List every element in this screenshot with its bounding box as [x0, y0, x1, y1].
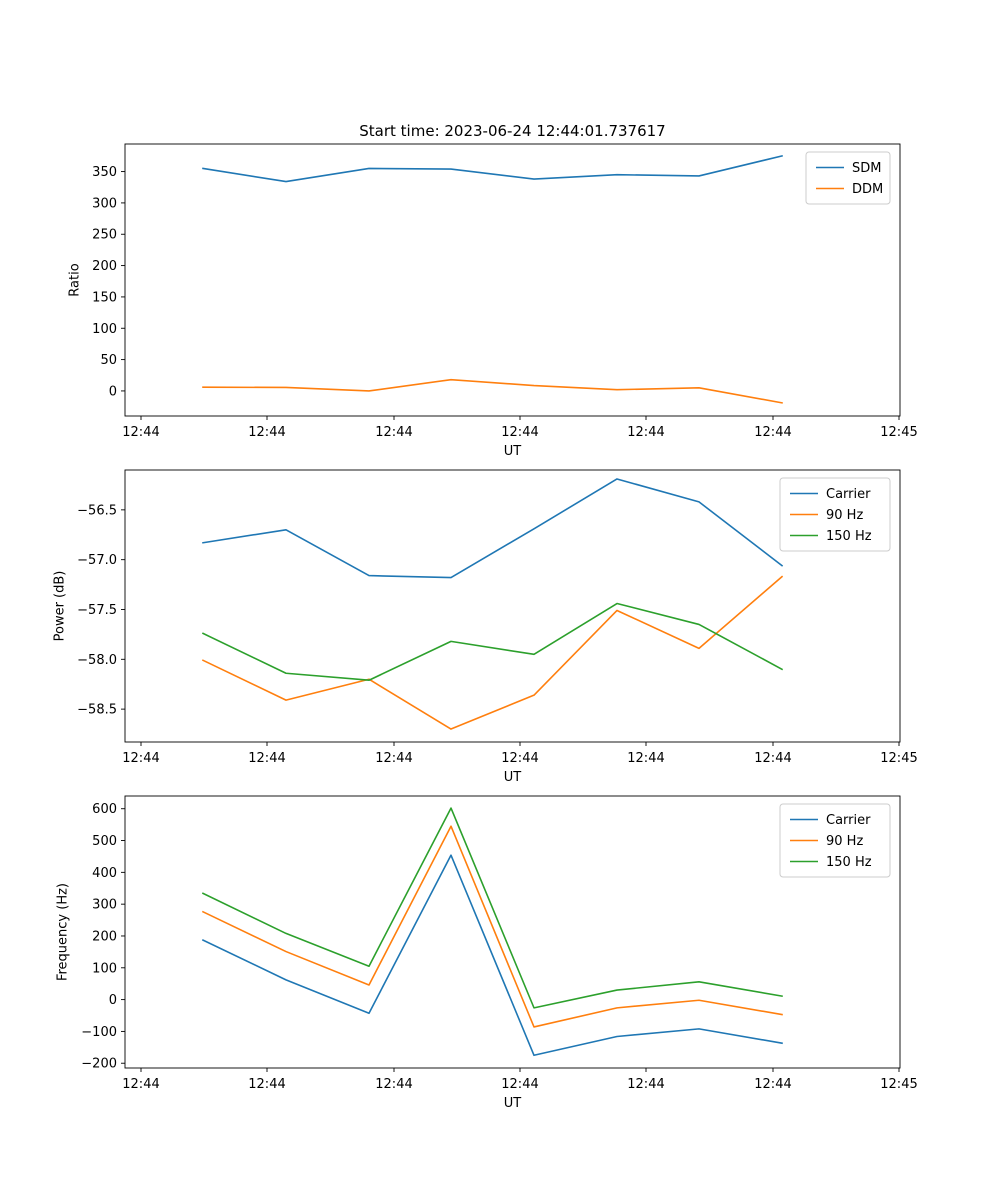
x-tick-label: 12:44 — [375, 1077, 412, 1092]
y-tick-label: −56.5 — [77, 503, 117, 518]
y-tick-label: 400 — [92, 866, 117, 881]
legend-label: 150 Hz — [826, 855, 872, 870]
chart-1: 12:44 12:44 12:44 12:44 12:44 12:44 12:45 0 50 10… — [68, 143, 918, 459]
x-axis-label: UT — [504, 1096, 522, 1111]
x-tick-label: 12:44 — [375, 751, 412, 766]
series-line-carrier — [202, 478, 784, 579]
axes-frame — [124, 469, 901, 743]
x-tick-label: 12:44 — [501, 425, 538, 440]
y-tick-label: −57.0 — [77, 553, 117, 568]
x-axis-label: UT — [504, 770, 522, 785]
x-tick-label: 12:44 — [501, 1077, 538, 1092]
y-tick-label: 250 — [92, 228, 117, 243]
x-tick-label: 12:44 — [375, 425, 412, 440]
y-tick-label: 50 — [100, 353, 117, 368]
x-tick-label: 12:44 — [754, 425, 791, 440]
y-tick-label: 0 — [109, 384, 117, 399]
x-tick-label: 12:44 — [248, 751, 285, 766]
legend-label: Carrier — [826, 487, 871, 502]
legend-box — [779, 803, 891, 878]
y-axis-label: Power (dB) — [53, 571, 68, 642]
x-tick-label: 12:44 — [627, 1077, 664, 1092]
x-tick-label: 12:44 — [754, 1077, 791, 1092]
y-tick-label: 200 — [92, 259, 117, 274]
y-axis-label: Frequency (Hz) — [56, 883, 71, 981]
x-tick-label: 12:44 — [248, 425, 285, 440]
chart-3: 12:44 12:44 12:44 12:44 12:44 12:44 12:45 −200 −… — [56, 795, 918, 1111]
legend-label: 90 Hz — [826, 834, 863, 849]
series-line-150-hz — [201, 807, 783, 1009]
series-line-90-hz — [201, 825, 783, 1028]
y-tick-label: −57.5 — [77, 603, 117, 618]
x-tick-label: 12:44 — [122, 1077, 159, 1092]
x-tick-label: 12:44 — [627, 425, 664, 440]
y-tick-label: 100 — [92, 322, 117, 337]
legend-label: 90 Hz — [826, 508, 863, 523]
x-tick-label: 12:44 — [627, 751, 664, 766]
y-tick-label: 100 — [92, 961, 117, 976]
series-line-sdm — [202, 154, 783, 183]
y-tick-label: 150 — [92, 290, 117, 305]
x-tick-label: 12:44 — [122, 751, 159, 766]
x-tick-label: 12:45 — [880, 425, 917, 440]
x-tick-label: 12:45 — [880, 751, 917, 766]
chart-2: 12:44 12:44 12:44 12:44 12:44 12:44 12:45 −58.5… — [53, 469, 918, 785]
series-line-90-hz — [201, 575, 784, 730]
series-line-150-hz — [201, 602, 784, 682]
y-tick-label: −58.5 — [77, 703, 117, 718]
legend-box — [805, 151, 891, 205]
y-tick-label: −58.0 — [77, 653, 117, 668]
x-tick-label: 12:44 — [754, 751, 791, 766]
axes-frame — [124, 143, 901, 417]
x-tick-label: 12:45 — [880, 1077, 917, 1092]
legend: Carrier 90 Hz 150 Hz — [779, 803, 891, 878]
legend-label: SDM — [852, 161, 881, 176]
figure-title: Start time: 2023-06-24 12:44:01.737617 — [359, 122, 665, 140]
y-tick-label: 300 — [92, 196, 117, 211]
legend: SDM DDM — [805, 151, 891, 205]
legend-label: DDM — [852, 182, 883, 197]
y-tick-label: 500 — [92, 834, 117, 849]
x-tick-label: 12:44 — [501, 751, 538, 766]
legend-box — [779, 477, 891, 552]
y-tick-label: 600 — [92, 802, 117, 817]
series-line-carrier — [201, 854, 783, 1057]
series-line-ddm — [202, 378, 783, 404]
y-axis-label: Ratio — [68, 263, 83, 296]
legend: Carrier 90 Hz 150 Hz — [779, 477, 891, 552]
y-tick-label: 350 — [92, 165, 117, 180]
legend-label: Carrier — [826, 813, 871, 828]
y-tick-label: 200 — [92, 929, 117, 944]
y-tick-label: −100 — [81, 1025, 117, 1040]
y-tick-label: −200 — [81, 1057, 117, 1072]
axes-frame — [124, 795, 901, 1069]
y-tick-label: 300 — [92, 898, 117, 913]
x-axis-label: UT — [504, 444, 522, 459]
x-tick-label: 12:44 — [248, 1077, 285, 1092]
legend-label: 150 Hz — [826, 529, 872, 544]
y-tick-label: 0 — [109, 993, 117, 1008]
x-tick-label: 12:44 — [122, 425, 159, 440]
